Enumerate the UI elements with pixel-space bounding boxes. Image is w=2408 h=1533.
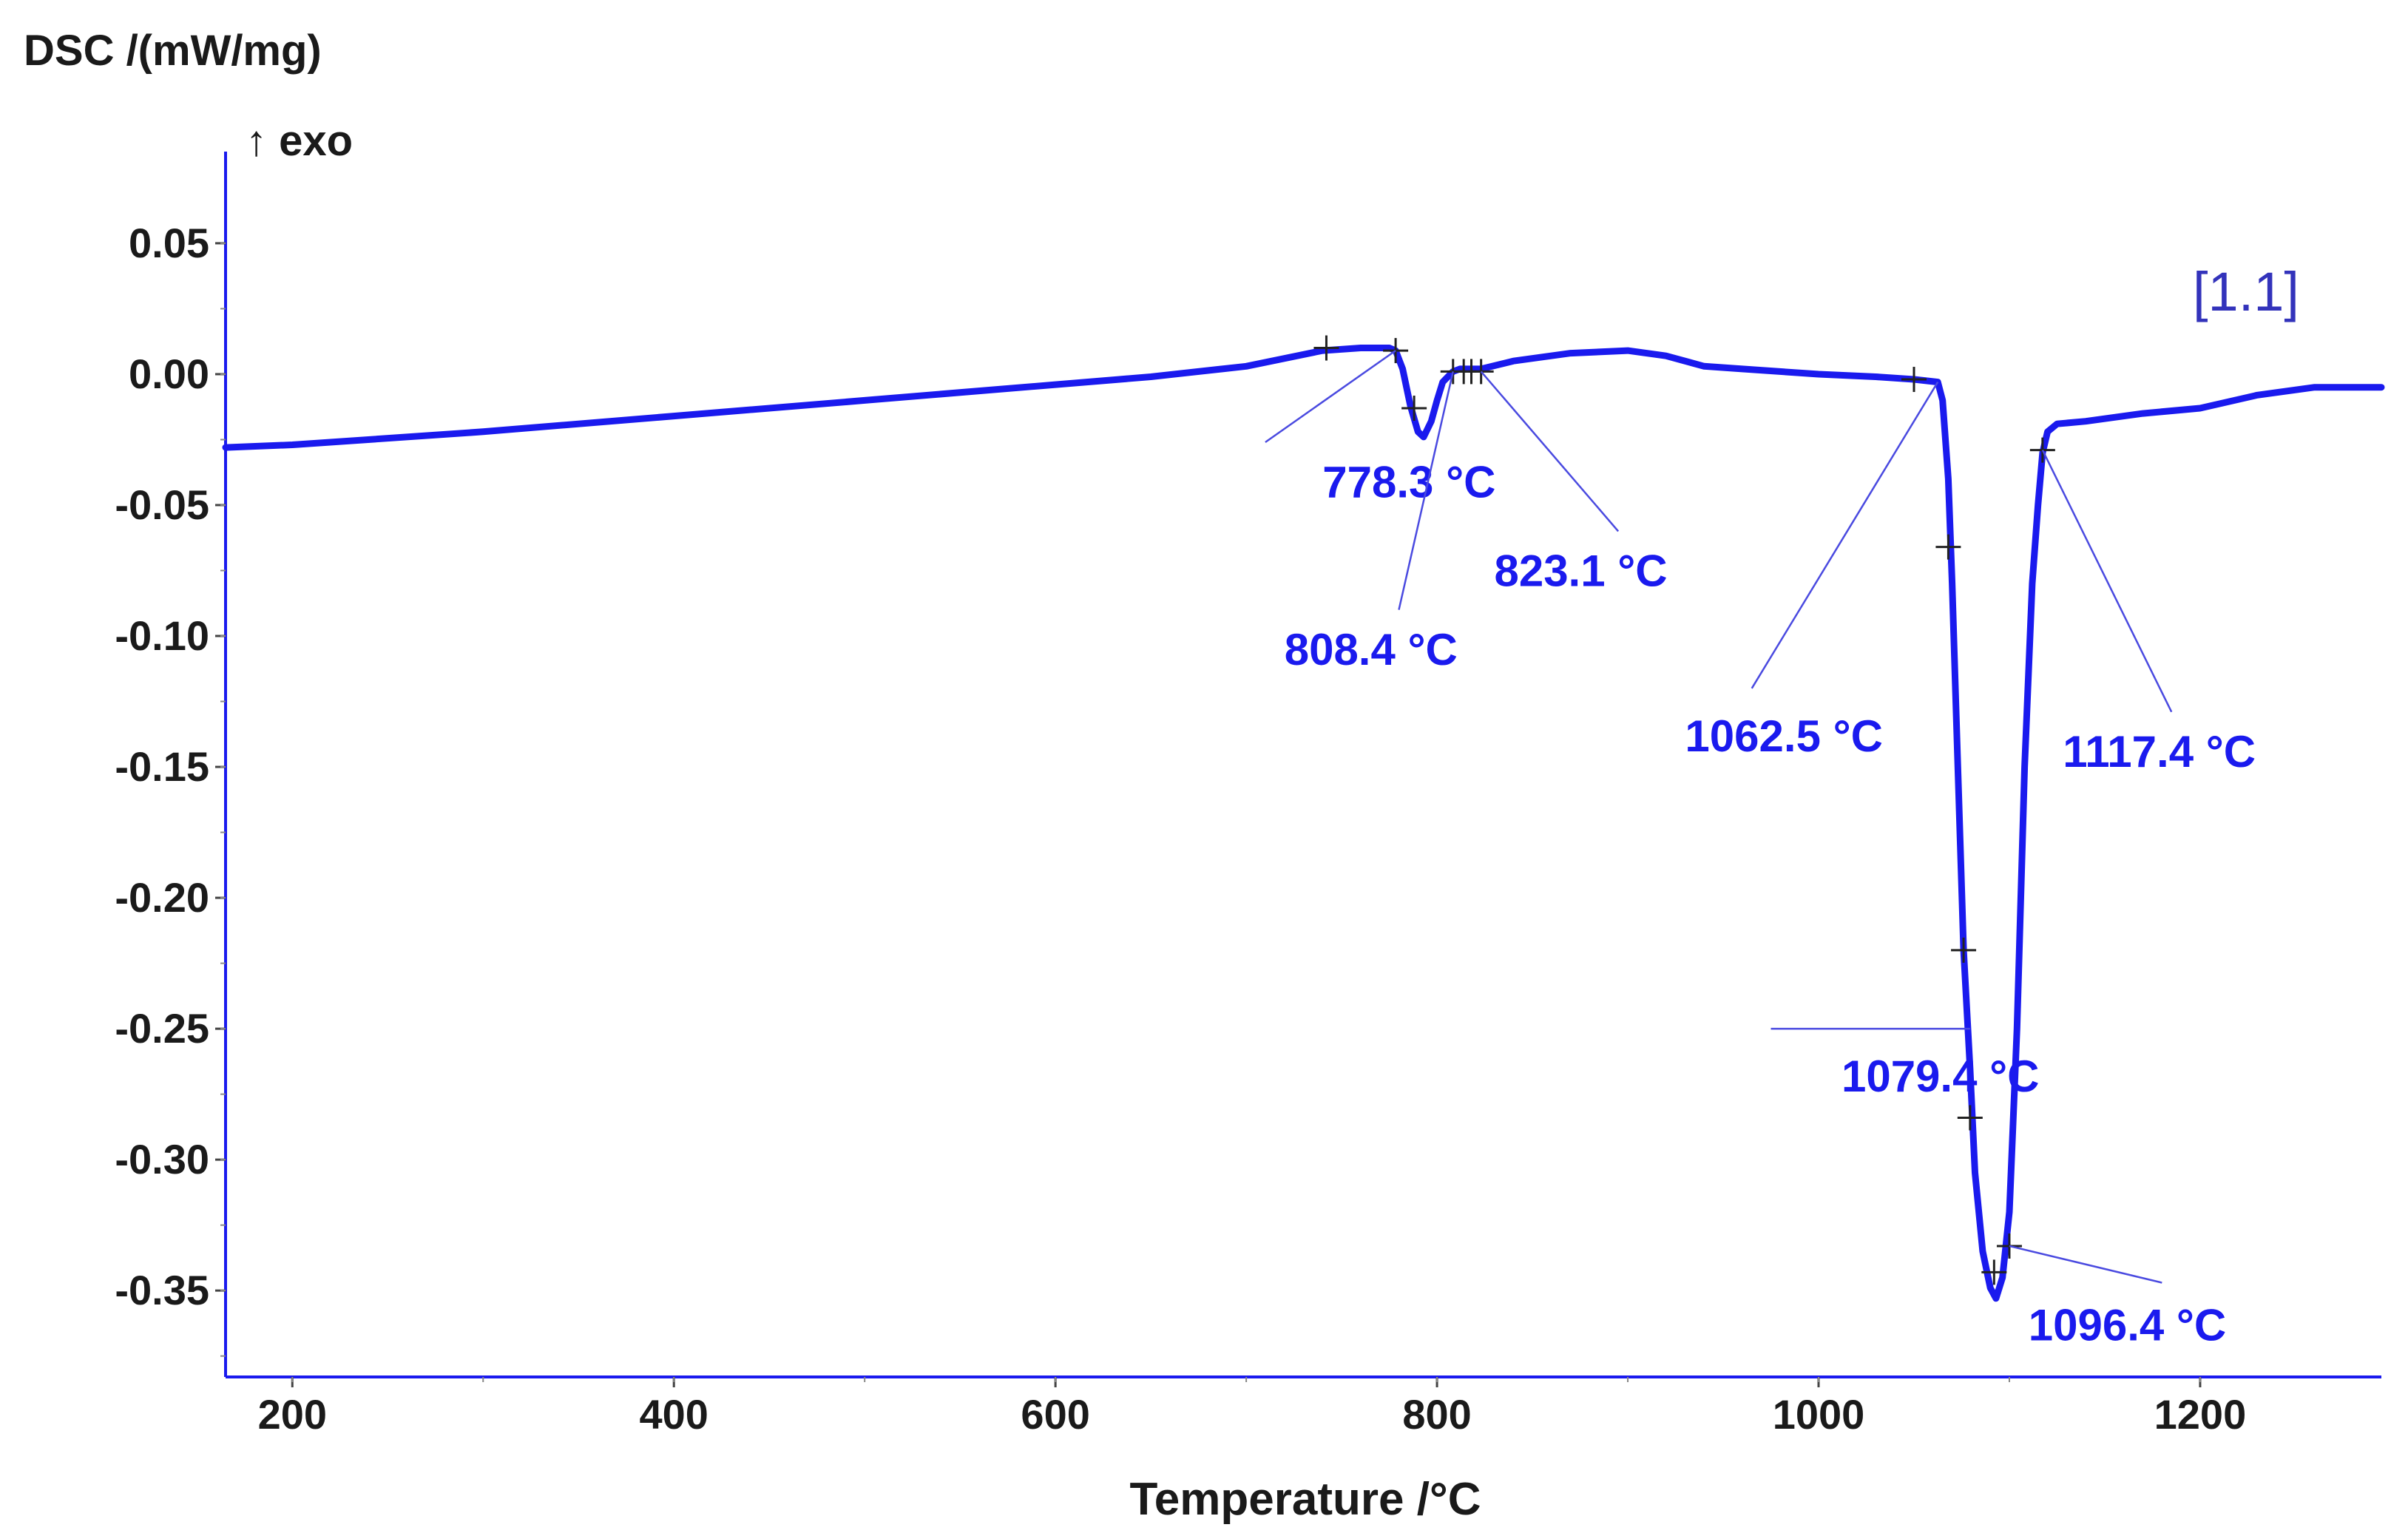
x-axis-label: Temperature /°C: [1130, 1474, 1481, 1525]
y-tick-label: -0.05: [115, 481, 209, 528]
annotation-label: 1096.4 °C: [2029, 1300, 2227, 1350]
y-tick-label: -0.30: [115, 1136, 209, 1182]
dsc-curve-group: [222, 345, 2385, 1302]
y-axis-label: DSC /(mW/mg): [24, 27, 322, 75]
cross-marker: [1981, 1259, 2007, 1285]
annotation-leader-line: [1751, 381, 1939, 689]
cross-marker: [1935, 534, 1961, 560]
cross-marker: [1901, 367, 1927, 393]
cross-marker: [1313, 335, 1339, 361]
annotation-leader-line: [1480, 370, 1620, 532]
x-tick-label: 1200: [2154, 1391, 2247, 1438]
annotation-label: 1079.4 °C: [1841, 1052, 2040, 1101]
annotation-label: 1062.5 °C: [1685, 711, 1883, 761]
annotation-label: 778.3 °C: [1322, 457, 1495, 507]
y-tick-label: -0.10: [115, 612, 209, 659]
annotation-leader-line: [1398, 371, 1454, 610]
y-tick-label: -0.35: [115, 1267, 209, 1313]
exo-direction-label: ↑ exo: [246, 117, 353, 165]
x-tick-label: 600: [1021, 1391, 1089, 1438]
annotation-label: 823.1 °C: [1494, 546, 1667, 596]
ticks: 0.05 0.00 -0.05 -0.10 -0.15 -0.20 -0.25 -0.30 -0…: [115, 220, 2246, 1438]
x-tick-label: 400: [639, 1391, 708, 1438]
annotation-label: 1117.4 °C: [2063, 727, 2256, 776]
dsc-curve: [222, 345, 2385, 1302]
annotation-leader-line: [1265, 350, 1396, 444]
annotation-leader-line: [2041, 450, 2173, 713]
cross-marker: [1957, 1105, 1983, 1131]
cross-marker: [1401, 395, 1427, 421]
annotation-label: 808.4 °C: [1285, 625, 1458, 674]
y-tick-label: -0.25: [115, 1005, 209, 1052]
y-tick-label: 0.00: [129, 351, 209, 397]
cross-marker: [1951, 937, 1977, 963]
x-tick-label: 800: [1402, 1391, 1471, 1438]
x-tick-label: 200: [258, 1391, 327, 1438]
y-tick-label: 0.05: [129, 220, 209, 266]
curve-tag: [1.1]: [2193, 261, 2299, 322]
y-tick-label: -0.20: [115, 874, 209, 921]
annotations-group: 778.3 °C 808.4 °C 823.1 °C 1062.5 °C 1117.4 …: [1265, 350, 2256, 1350]
annotation-leader-line: [2009, 1245, 2162, 1284]
y-tick-label: -0.15: [115, 743, 209, 790]
x-tick-label: 1000: [1773, 1391, 1865, 1438]
axes: [224, 152, 2381, 1378]
